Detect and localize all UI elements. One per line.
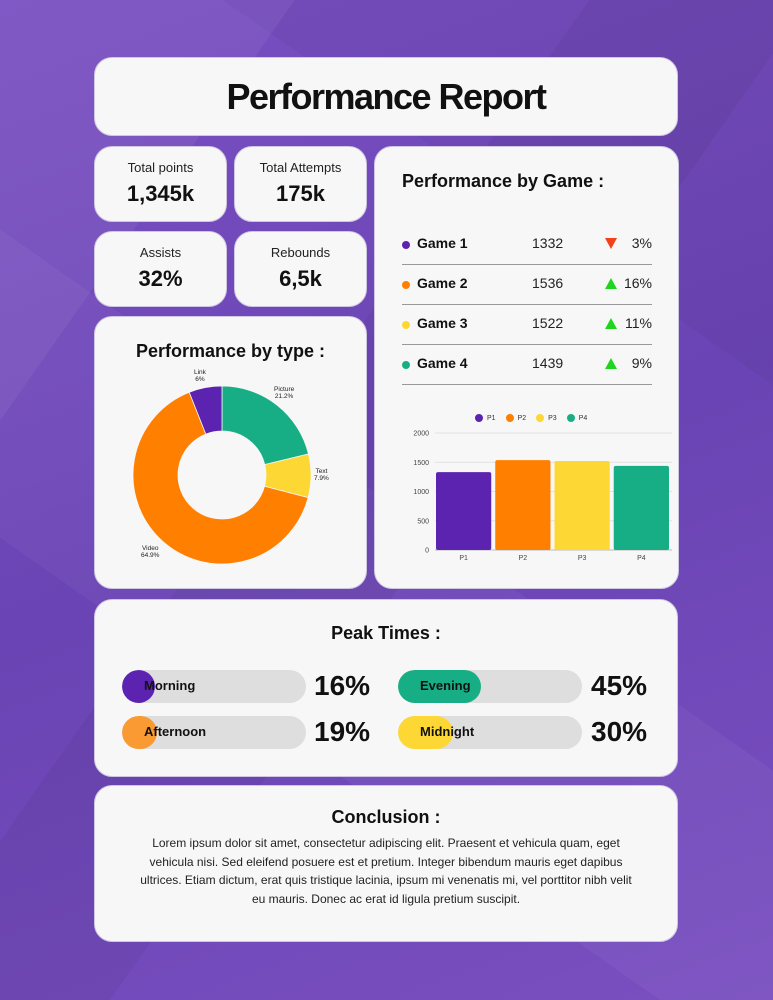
stat-label: Assists (139, 245, 182, 260)
conclusion-title: Conclusion : (331, 807, 441, 827)
legend-item: P4 (566, 414, 587, 422)
donut-label-video: Video 64.9% (141, 545, 160, 560)
peak-fill (122, 670, 155, 703)
game-name: Game 1 (417, 235, 468, 251)
stat-value: 32% (138, 266, 183, 291)
peak-fill (398, 716, 453, 749)
game-name: Game 3 (417, 315, 468, 331)
peak-times-card: Peak Times : Morning 16% Afternoon 19% E… (94, 599, 678, 777)
legend-dot-icon (505, 414, 514, 422)
game-value: 1522 (532, 315, 564, 331)
peak-label: Evening (420, 678, 471, 693)
conclusion-card: Conclusion : Lorem ipsum dolor sit amet,… (94, 785, 678, 942)
donut-chart: Link 6% Picture 21.2% Text 7.9% Video 64.9% (95, 317, 368, 590)
svg-text:P2: P2 (519, 555, 528, 562)
legend-dot-icon (536, 414, 545, 422)
peak-fill (398, 670, 481, 703)
donut-label-picture: Picture 21.2% (274, 386, 295, 401)
donut-label-text: Text 7.9% (314, 468, 329, 483)
bar-legend: P1 P2 P3 P4 (475, 414, 587, 422)
stat-value: 175k (276, 181, 325, 206)
stat-label: Total Attempts (259, 160, 342, 175)
conclusion-text: Lorem ipsum dolor sit amet, consectetur … (140, 836, 632, 906)
game-pct: 9% (631, 355, 652, 371)
game-row: Game 2 1536 16% (402, 265, 652, 305)
game-row: Game 3 1522 11% (402, 305, 652, 345)
trend-up-icon (605, 358, 617, 369)
bar-svg: 0 500 1000 1500 2000 P1 P2 P3 P4 (413, 431, 672, 562)
peak-bar-afternoon: Afternoon (122, 716, 306, 749)
trend-down-icon (605, 238, 617, 249)
page-title: Performance Report (226, 75, 547, 117)
game-dot-icon (402, 321, 410, 329)
svg-text:1000: 1000 (413, 489, 429, 496)
legend-item: P1 (475, 414, 496, 422)
game-pct: 16% (623, 275, 652, 291)
game-row: Game 1 1332 3% (402, 225, 652, 265)
peak-title: Peak Times : (331, 623, 441, 643)
game-row: Game 4 1439 9% (402, 345, 652, 385)
peak-pct: 45% (591, 670, 648, 701)
stat-card-rebounds: Rebounds 6,5k (234, 231, 367, 307)
svg-text:500: 500 (417, 518, 429, 525)
game-title: Performance by Game : (402, 171, 605, 191)
performance-by-game-card: Performance by Game : Game 1 1332 3% Gam… (374, 146, 679, 589)
legend-dot-icon (566, 414, 575, 422)
peak-fill (122, 716, 157, 749)
peak-bar-morning: Morning (122, 670, 306, 703)
peak-pct: 30% (591, 716, 648, 747)
svg-text:P3: P3 (578, 555, 587, 562)
peak-label: Morning (144, 678, 196, 693)
peak-bar-evening: Evening (398, 670, 582, 703)
game-pct: 3% (631, 235, 652, 251)
game-dot-icon (402, 241, 410, 249)
stat-label: Total points (127, 160, 194, 175)
peak-label: Afternoon (144, 724, 207, 739)
svg-text:P1: P1 (459, 555, 468, 562)
game-dot-icon (402, 361, 410, 369)
donut-label-link: Link 6% (194, 369, 206, 384)
peak-bar-midnight: Midnight (398, 716, 582, 749)
stat-card-total-attempts: Total Attempts 175k (234, 146, 367, 222)
title-card: Performance Report (94, 57, 678, 136)
svg-text:0: 0 (425, 548, 429, 555)
stat-card-assists: Assists 32% (94, 231, 227, 307)
bar-chart: P1 P2 P3 P4 0 500 1000 1500 2000 P1 P2 P3 P4 (375, 147, 680, 590)
stat-value: 1,345k (126, 181, 195, 206)
trend-up-icon (605, 278, 617, 289)
peak-pct: 19% (314, 716, 371, 747)
game-name: Game 2 (417, 275, 468, 291)
legend-dot-icon (475, 414, 483, 422)
peak-pct: 16% (314, 670, 371, 701)
game-value: 1536 (532, 275, 564, 291)
legend-item: P3 (536, 414, 557, 422)
svg-text:2000: 2000 (413, 431, 429, 438)
stat-value: 6,5k (279, 266, 322, 291)
game-name: Game 4 (417, 355, 468, 371)
performance-by-type-card: Performance by type : Link 6% Picture 21.2… (94, 316, 367, 589)
peak-label: Midnight (420, 724, 475, 739)
donut-svg (132, 385, 312, 565)
svg-text:P4: P4 (637, 555, 646, 562)
stat-card-total-points: Total points 1,345k (94, 146, 227, 222)
game-value: 1439 (532, 355, 564, 371)
donut-title: Performance by type : (135, 341, 326, 361)
game-pct: 11% (625, 315, 652, 331)
legend-item: P2 (505, 414, 526, 422)
svg-text:1500: 1500 (413, 460, 429, 467)
trend-up-icon (605, 318, 617, 329)
game-dot-icon (402, 281, 410, 289)
game-value: 1332 (532, 235, 564, 251)
stat-label: Rebounds (270, 245, 331, 260)
